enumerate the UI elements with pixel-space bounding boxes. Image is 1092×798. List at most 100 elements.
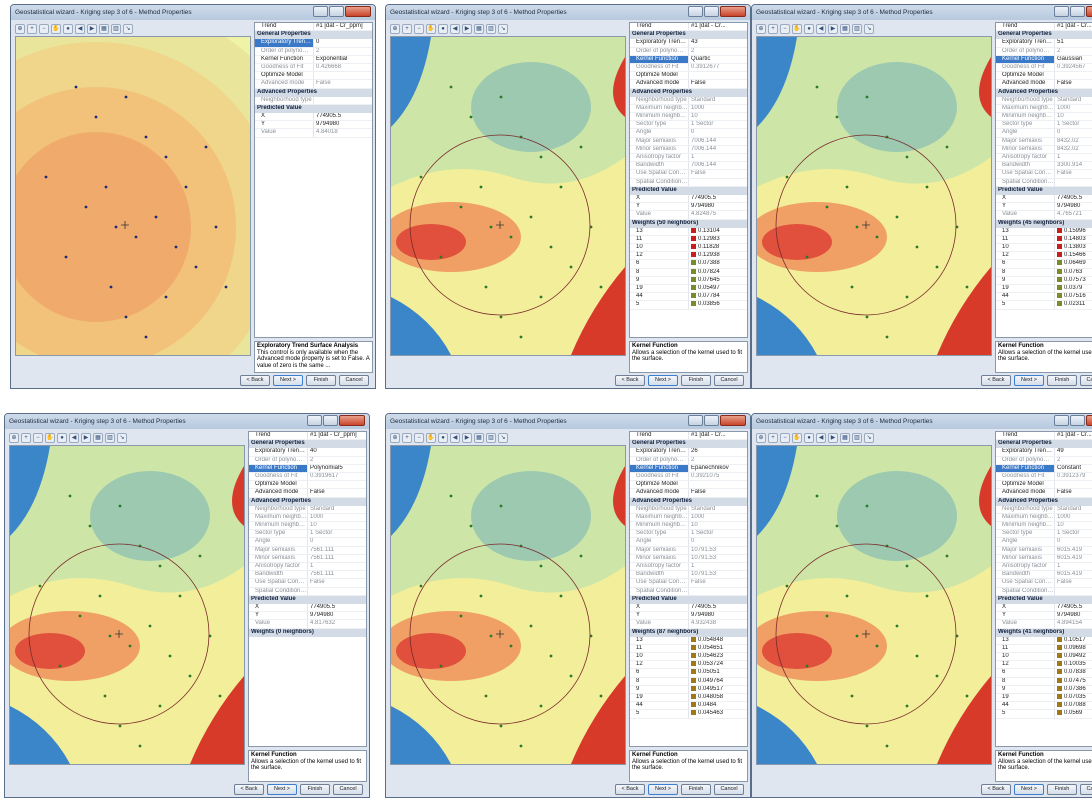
- minimize-button[interactable]: [307, 415, 322, 426]
- property-value[interactable]: 6015.419: [1054, 546, 1092, 554]
- property-value[interactable]: 774905.5: [688, 603, 747, 612]
- property-row[interactable]: Neighborhood type: [255, 96, 372, 105]
- property-value[interactable]: [688, 587, 747, 595]
- property-row[interactable]: Neighborhood type Standard: [630, 96, 747, 105]
- property-row[interactable]: 44 0.07088: [996, 702, 1092, 711]
- next-button[interactable]: Next >: [648, 783, 678, 795]
- property-value[interactable]: False: [1054, 489, 1092, 497]
- property-value[interactable]: 51: [1054, 39, 1092, 47]
- finish-button[interactable]: Finish: [1047, 783, 1077, 795]
- layer-icon[interactable]: ▦: [840, 432, 850, 443]
- zoom-out-icon[interactable]: −: [33, 432, 43, 443]
- property-row[interactable]: Goodness of Fit 0.3912677: [630, 63, 747, 73]
- property-value[interactable]: 0.10517: [1054, 636, 1092, 644]
- property-value[interactable]: Constant: [1054, 464, 1092, 472]
- back-extent-icon[interactable]: ◀: [450, 432, 460, 443]
- property-value[interactable]: #1 [dat - Cr_ppm]: [313, 23, 372, 31]
- property-value[interactable]: 1: [1054, 154, 1092, 162]
- property-value[interactable]: 1 Sector: [1054, 121, 1092, 129]
- property-category[interactable]: Weights (45 neighbors): [996, 219, 1092, 228]
- close-button[interactable]: [720, 415, 746, 426]
- property-value[interactable]: 0.07386: [1054, 685, 1092, 693]
- property-value[interactable]: 1: [307, 563, 366, 571]
- zoom-in-icon[interactable]: +: [768, 432, 778, 443]
- property-row[interactable]: Use Spatial Conditio...False: [630, 170, 747, 179]
- property-value[interactable]: 9794980: [313, 121, 372, 129]
- property-row[interactable]: Exploratory Trend S...0: [255, 39, 372, 48]
- property-row[interactable]: 9 0.07386: [996, 685, 1092, 694]
- zoom-out-icon[interactable]: −: [780, 432, 790, 443]
- property-row[interactable]: Neighborhood type Standard: [249, 505, 366, 514]
- back-button[interactable]: < Back: [615, 374, 645, 386]
- property-row[interactable]: Maximum neighbors 1000: [630, 513, 747, 523]
- next-button[interactable]: Next >: [1014, 783, 1044, 795]
- property-row[interactable]: Y 9794980: [249, 612, 366, 621]
- property-row[interactable]: 9 0.07573: [996, 276, 1092, 285]
- property-value[interactable]: 10791.53: [688, 554, 747, 562]
- property-row[interactable]: Goodness of Fit 0.426668: [255, 63, 372, 73]
- property-row[interactable]: Trend #1 [dat - Cr_ppm]: [255, 23, 372, 32]
- property-category[interactable]: Predicted Value: [630, 186, 747, 195]
- property-row[interactable]: Bandwidth 7006.144: [630, 162, 747, 171]
- property-value[interactable]: Epanechnikov: [688, 464, 747, 472]
- property-value[interactable]: 9794980: [1054, 203, 1092, 211]
- property-row[interactable]: Angle 0: [630, 538, 747, 547]
- property-value[interactable]: 2: [313, 47, 372, 55]
- property-value[interactable]: 0.048058: [688, 694, 747, 702]
- maximize-button[interactable]: [1070, 6, 1085, 17]
- property-value[interactable]: [1054, 72, 1092, 80]
- property-value[interactable]: [1054, 178, 1092, 186]
- property-row[interactable]: Goodness of Fit 0.3912379: [996, 472, 1092, 482]
- property-value[interactable]: 0.03856: [688, 301, 747, 309]
- property-row[interactable]: Maximum neighbors 1000: [630, 104, 747, 114]
- property-category[interactable]: Predicted Value: [996, 595, 1092, 604]
- property-row[interactable]: Maximum neighbors 1000: [996, 513, 1092, 523]
- property-value[interactable]: 4.824875: [688, 211, 747, 219]
- property-row[interactable]: 8 0.0763: [996, 268, 1092, 277]
- property-value[interactable]: 0.09492: [1054, 653, 1092, 661]
- property-value[interactable]: 0.07388: [688, 260, 747, 268]
- property-value[interactable]: 0.0569: [1054, 710, 1092, 718]
- property-category[interactable]: Advanced Properties: [630, 497, 747, 506]
- property-value[interactable]: [313, 72, 372, 80]
- zoom-out-icon[interactable]: −: [414, 23, 424, 34]
- property-value[interactable]: 0.07035: [1054, 694, 1092, 702]
- property-value[interactable]: [1054, 481, 1092, 489]
- property-category[interactable]: Predicted Value: [255, 104, 372, 114]
- property-row[interactable]: Minimum neighbors 10: [249, 522, 366, 531]
- property-value[interactable]: 0.10035: [1054, 661, 1092, 669]
- cancel-button[interactable]: Cancel: [714, 374, 744, 386]
- property-value[interactable]: [1054, 587, 1092, 595]
- property-row[interactable]: Bandwidth 10791.53: [630, 571, 747, 580]
- property-row[interactable]: Angle 0: [996, 129, 1092, 138]
- property-row[interactable]: 9 0.07645: [630, 276, 747, 285]
- property-value[interactable]: 7561.111: [307, 571, 366, 579]
- zoom-in-icon[interactable]: +: [402, 23, 412, 34]
- property-row[interactable]: Value 4.824875: [630, 211, 747, 220]
- property-value[interactable]: 0.07645: [688, 276, 747, 284]
- property-category[interactable]: General Properties: [996, 440, 1092, 449]
- zoom-in-icon[interactable]: +: [27, 23, 37, 34]
- globe-icon[interactable]: ●: [63, 23, 73, 34]
- property-row[interactable]: Bandwidth 3300.914: [996, 162, 1092, 171]
- property-row[interactable]: 5 0.02311: [996, 301, 1092, 310]
- property-category[interactable]: Advanced Properties: [255, 88, 372, 97]
- property-value[interactable]: 0: [688, 538, 747, 546]
- property-row[interactable]: 12 0.12938: [630, 252, 747, 261]
- property-value[interactable]: 9794980: [1054, 612, 1092, 620]
- minimize-button[interactable]: [1054, 415, 1069, 426]
- property-category[interactable]: General Properties: [255, 31, 372, 40]
- property-category[interactable]: Predicted Value: [630, 595, 747, 604]
- globe-icon[interactable]: ●: [804, 432, 814, 443]
- property-row[interactable]: Exploratory Trend S...43: [630, 39, 747, 48]
- property-value[interactable]: 9794980: [307, 612, 366, 620]
- next-button[interactable]: Next >: [267, 783, 297, 795]
- prediction-map[interactable]: [390, 36, 626, 356]
- property-row[interactable]: Spatial Condition Nu...: [996, 178, 1092, 187]
- property-row[interactable]: 11 0.12983: [630, 235, 747, 245]
- property-value[interactable]: 1000: [1054, 513, 1092, 522]
- zoom-out-icon[interactable]: −: [780, 23, 790, 34]
- property-value[interactable]: 4.894154: [1054, 620, 1092, 628]
- property-row[interactable]: Order of polynomial 2: [996, 47, 1092, 56]
- globe-icon[interactable]: ●: [438, 23, 448, 34]
